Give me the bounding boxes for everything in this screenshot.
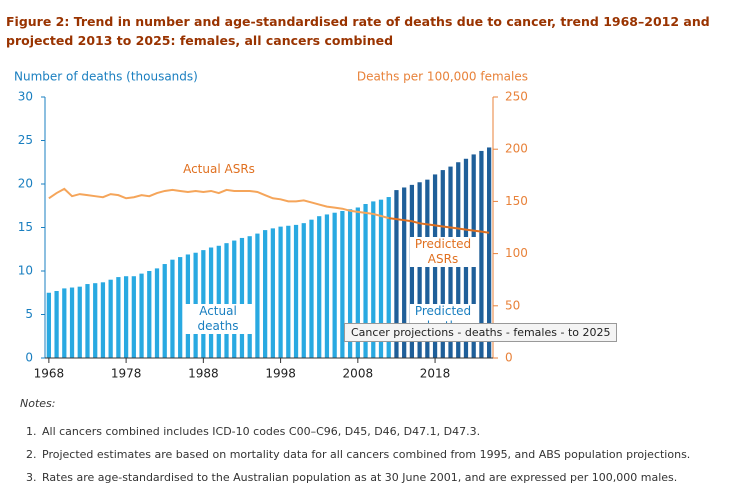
bar [216,245,221,358]
notes-heading: Notes: [20,397,56,410]
bar [170,259,175,358]
bar [409,184,415,358]
note-text: Projected estimates are based on mortali… [42,448,691,461]
chart-title: Figure 2: Trend in number and age-standa… [6,14,710,48]
bar [278,226,283,358]
series-label: Actual deaths [183,304,253,334]
bar [371,201,376,358]
y2-tick-label: 250 [505,90,528,104]
bar [208,247,214,358]
x-tick-label: 1968 [34,367,65,381]
bar [62,288,67,358]
y2-tick-label: 100 [505,246,528,260]
bar [139,273,144,358]
bar [425,179,430,358]
bar [378,199,384,358]
bar [108,279,113,358]
y-tick-label: 15 [18,220,33,234]
bar [347,209,353,358]
y2-tick-label: 0 [505,351,513,365]
bar [46,292,51,358]
line [48,187,389,220]
bar [131,276,136,358]
y-tick-label: 25 [18,133,33,147]
bar [154,268,160,358]
bar [270,228,275,358]
bar [54,291,59,358]
bar [402,187,407,358]
bar [340,210,345,358]
note-number: 3. [26,471,37,484]
y-tick-label: 5 [25,307,33,321]
note-text: Rates are age-standardised to the Austra… [42,471,678,484]
bar [324,214,330,358]
note: 3. Rates are age-standardised to the Aust… [26,471,677,484]
y-tick-label: 0 [25,351,33,365]
note: 2. Projected estimates are based on morta… [26,448,690,461]
y2-tick-label: 150 [505,194,528,208]
bar [247,236,252,358]
bar [263,230,268,358]
bar [224,243,229,358]
bar [487,147,492,358]
note-text: All cancers combined includes ICD-10 cod… [42,425,481,438]
note: 1. All cancers combined includes ICD-10 c… [26,425,480,438]
y-tick-label: 10 [18,264,33,278]
series-label: Predicted ASRs [410,237,476,267]
bar [479,150,484,358]
bar [123,276,129,358]
x-tick-label: 2018 [420,367,451,381]
bar [309,219,314,358]
bar [178,257,183,358]
y-axis-label: Number of deaths (thousands) [14,70,198,84]
bar [355,207,360,358]
bar [255,233,260,358]
y-tick-label: 30 [18,90,33,104]
bar [100,282,106,358]
bar [239,237,245,358]
bar [332,212,337,358]
bar [69,287,75,358]
bar [317,216,322,358]
x-tick-label: 2008 [343,367,374,381]
bar [77,286,82,358]
bar [386,197,391,358]
bar [162,264,167,358]
bar [286,225,291,358]
y-tick-label: 20 [18,177,33,191]
bar [85,284,90,358]
bar [301,223,306,358]
x-tick-label: 1978 [111,367,142,381]
series-label: Actual ASRs [183,162,255,176]
bar [417,182,422,358]
note-number: 2. [26,448,37,461]
note-number: 1. [26,425,37,438]
bar [293,224,299,358]
x-tick-label: 1988 [188,367,219,381]
bar [232,240,237,358]
y2-tick-label: 200 [505,142,528,156]
y2-tick-label: 50 [505,298,520,312]
y2-axis-label: Deaths per 100,000 females [357,70,528,84]
bar [394,190,399,358]
line [388,217,490,234]
bar [363,204,368,358]
x-tick-label: 1998 [265,367,296,381]
bar [93,283,98,358]
tooltip: Cancer projections - deaths - females - … [344,323,618,342]
bar [116,277,121,358]
bar [147,271,152,358]
